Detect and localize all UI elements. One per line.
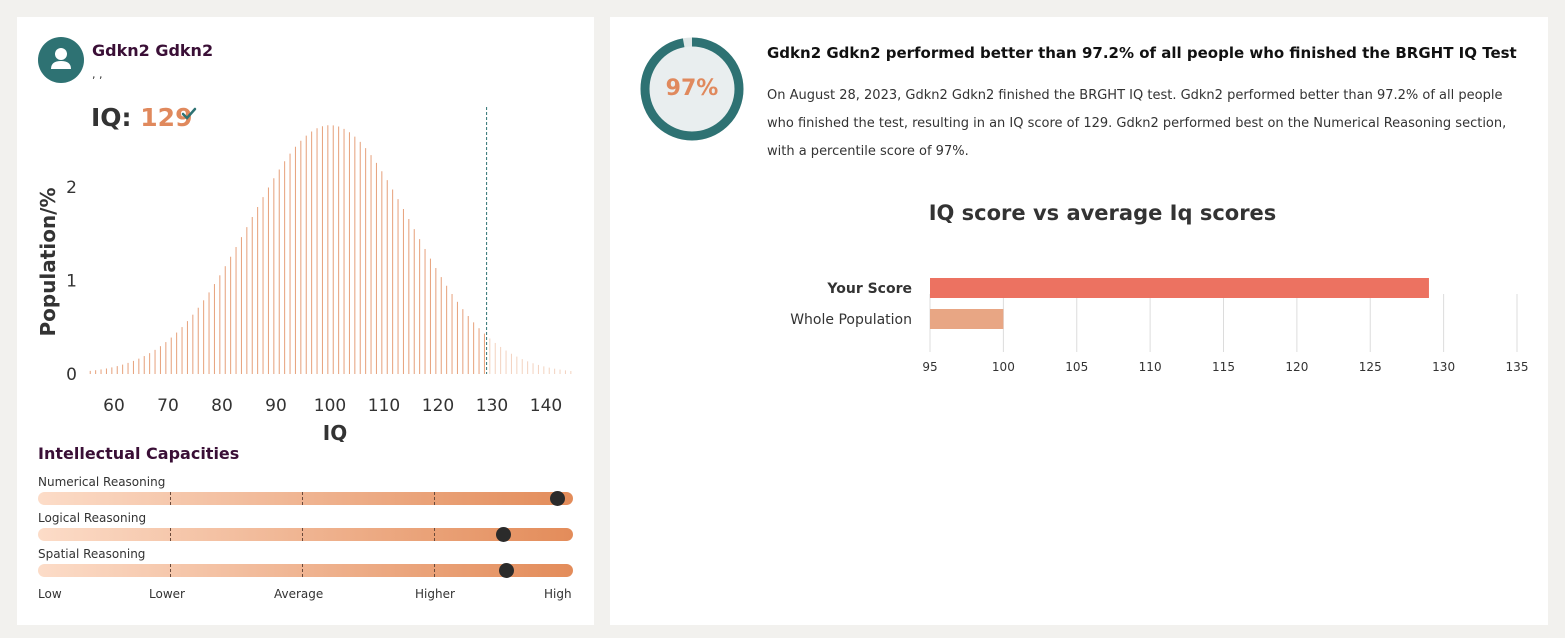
x-tick-label: 105 xyxy=(1065,360,1088,374)
x-tick-label: 95 xyxy=(922,360,937,374)
y-tick-label: 1 xyxy=(66,271,77,291)
capacity-track xyxy=(38,527,573,542)
user-icon xyxy=(51,48,71,69)
iq-distribution-chart: 60 70 80 90 100 110 120 130 140 0 1 2 IQ Population/% xyxy=(36,107,572,442)
x-tick-label: 120 xyxy=(1285,360,1308,374)
x-tick-label: 80 xyxy=(211,396,233,416)
capacity-label: Spatial Reasoning xyxy=(38,547,146,561)
capacity-track xyxy=(38,563,573,578)
y-axis-label: Population/% xyxy=(36,187,60,336)
user-name: Gdkn2 Gdkn2 xyxy=(92,41,214,60)
x-tick-label: 100 xyxy=(992,360,1015,374)
capacity-row-spatial: Spatial Reasoning xyxy=(38,547,573,583)
capacity-row-numerical: Numerical Reasoning xyxy=(38,475,573,511)
capacity-level-dot xyxy=(549,491,565,506)
x-tick-label: 60 xyxy=(103,396,125,416)
x-axis-label: IQ xyxy=(323,421,347,442)
category-label: Your Score xyxy=(826,281,912,297)
capacity-label: Numerical Reasoning xyxy=(38,475,166,489)
scale-higher: Higher xyxy=(415,587,455,601)
check-icon xyxy=(181,107,197,120)
x-tick-label: 110 xyxy=(368,396,400,416)
comparison-chart-title: IQ score vs average Iq scores xyxy=(928,201,1277,225)
x-tick-label: 130 xyxy=(1432,360,1455,374)
capacity-level-dot xyxy=(496,527,512,542)
capacity-level-dot xyxy=(499,563,515,578)
percentile-value: 97% xyxy=(665,76,719,101)
comparison-chart: 95 100 105 110 115 120 125 130 135 Your Score Whol… xyxy=(790,278,1529,374)
scale-lower: Lower xyxy=(149,587,185,601)
population-bar xyxy=(930,309,1004,329)
iq-score-value: 129 xyxy=(140,103,193,132)
y-tick-label: 0 xyxy=(66,365,77,385)
scale-low: Low xyxy=(38,587,62,601)
x-tick-label: 130 xyxy=(476,396,508,416)
x-tick-label: 140 xyxy=(530,396,562,416)
x-tick-label: 125 xyxy=(1359,360,1382,374)
user-subtitle: , , xyxy=(92,68,103,81)
x-tick-label: 135 xyxy=(1506,360,1529,374)
x-tick-label: 70 xyxy=(157,396,179,416)
result-headline: Gdkn2 Gdkn2 performed better than 97.2% … xyxy=(767,44,1517,62)
percentile-progress xyxy=(640,37,744,141)
x-tick-label: 115 xyxy=(1212,360,1235,374)
your-score-bar xyxy=(930,278,1429,298)
capacity-label: Logical Reasoning xyxy=(38,511,147,525)
iq-score-label: IQ: 129 xyxy=(91,103,192,132)
result-summary: On August 28, 2023, Gdkn2 Gdkn2 finished… xyxy=(767,88,1507,159)
scale-average: Average xyxy=(274,587,324,601)
capacities-title: Intellectual Capacities xyxy=(38,444,240,463)
y-tick-label: 2 xyxy=(66,178,77,198)
x-tick-label: 120 xyxy=(422,396,454,416)
capacity-track xyxy=(38,491,573,506)
user-avatar xyxy=(38,37,84,83)
x-tick-label: 100 xyxy=(314,396,346,416)
category-label: Whole Population xyxy=(790,312,912,328)
iq-result-card: Gdkn2 Gdkn2 , , IQ: 129 60 70 80 90 100 110 12… xyxy=(17,17,594,625)
capacity-row-logical: Logical Reasoning xyxy=(38,511,573,547)
x-tick-label: 110 xyxy=(1139,360,1162,374)
scale-high: High xyxy=(544,587,572,601)
iq-prefix: IQ: xyxy=(91,103,132,132)
percentile-ring: 97% xyxy=(640,37,744,141)
iq-summary-card: 97% Gdkn2 Gdkn2 performed better than 97… xyxy=(610,17,1548,625)
x-tick-label: 90 xyxy=(265,396,287,416)
